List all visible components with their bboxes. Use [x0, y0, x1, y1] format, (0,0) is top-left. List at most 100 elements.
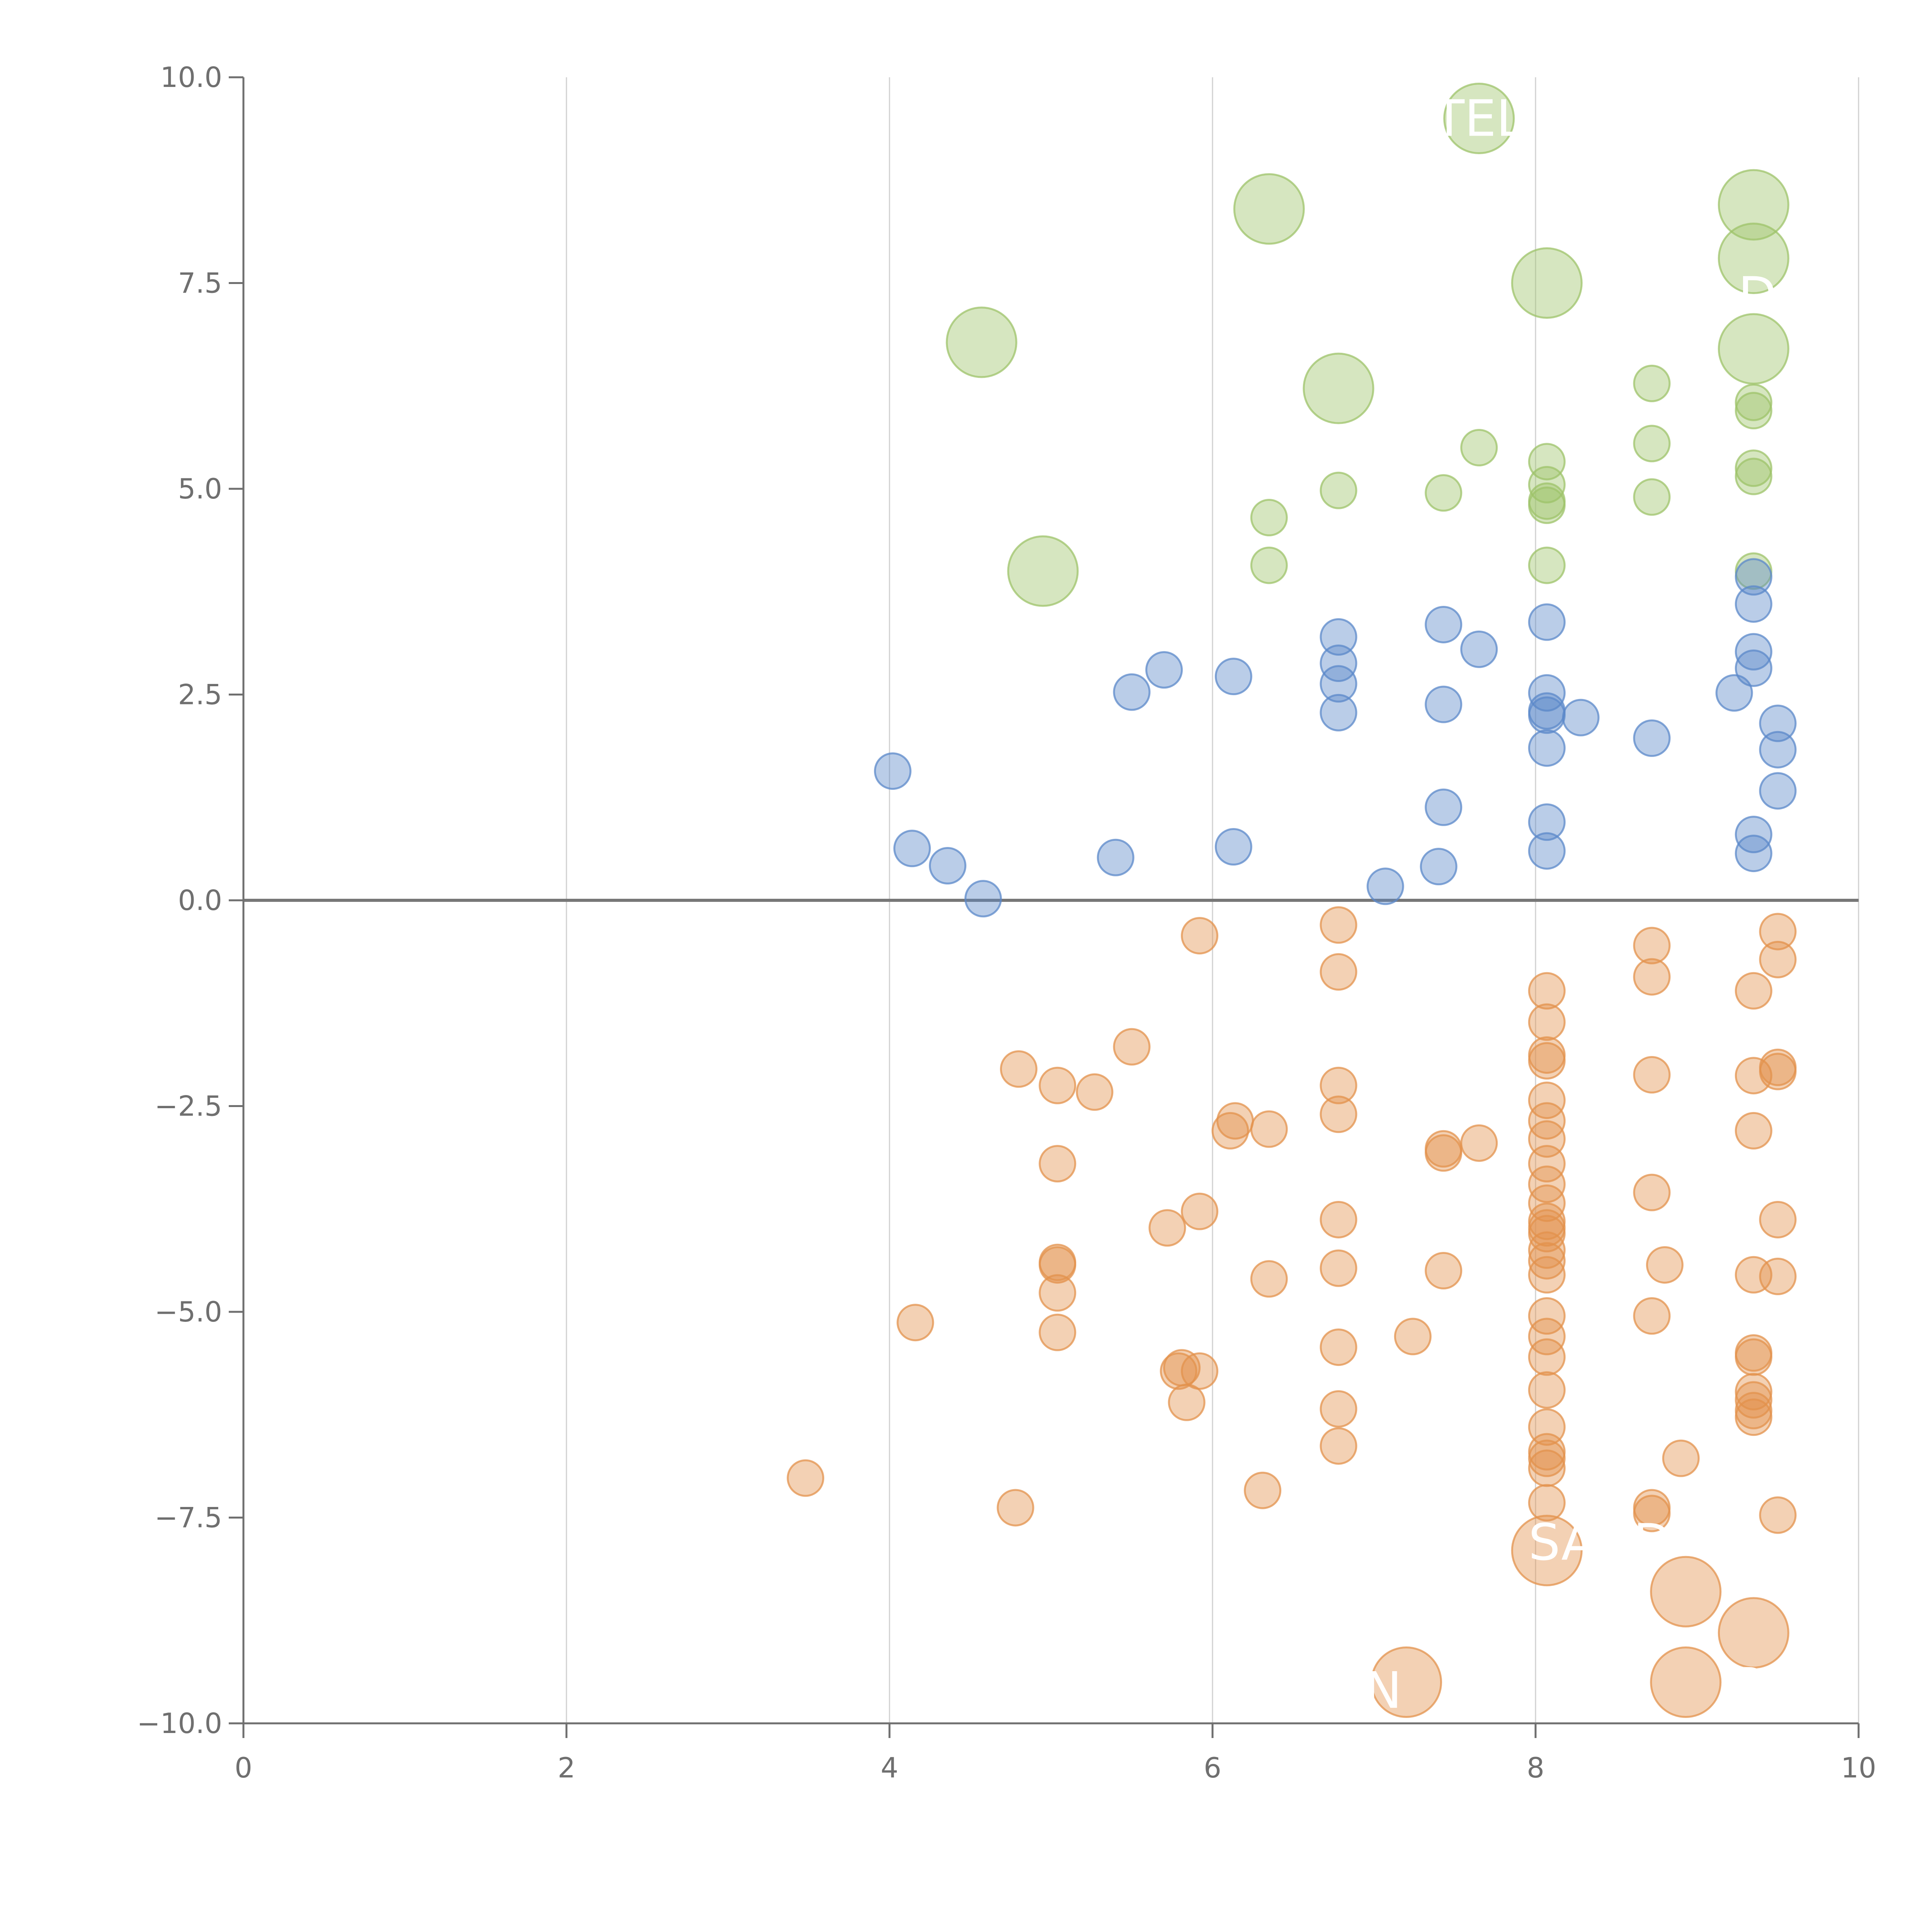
- orange-point: [1528, 1003, 1566, 1041]
- x-tick-label: 0: [235, 1752, 252, 1784]
- orange-point: [1320, 1066, 1357, 1104]
- orange-point: [1181, 917, 1219, 955]
- orange-point: [1460, 1124, 1498, 1162]
- green-point: [1528, 486, 1566, 524]
- x-tick-label: 10: [1841, 1752, 1876, 1784]
- orange-point: [1320, 1201, 1357, 1238]
- green-point: [1303, 352, 1374, 424]
- blue-point: [1528, 832, 1566, 870]
- blue-point: [1735, 835, 1772, 872]
- x-tick-label: 6: [1204, 1752, 1221, 1784]
- orange-point: [1425, 1134, 1463, 1172]
- y-tick-label: 2.5: [178, 679, 222, 711]
- orange-point: [1735, 1338, 1772, 1376]
- orange-point: [1148, 1209, 1186, 1247]
- blue-point: [1214, 658, 1252, 696]
- y-tick-label: 0.0: [178, 884, 222, 917]
- green-point: [1443, 83, 1515, 154]
- green-point: [1007, 535, 1079, 607]
- green-point: [1528, 443, 1566, 481]
- orange-point: [1320, 953, 1357, 991]
- orange-point: [1371, 1646, 1442, 1718]
- blue-point: [1320, 618, 1357, 656]
- orange-point: [896, 1304, 934, 1342]
- green-point: [1735, 457, 1772, 495]
- blue-point: [1420, 848, 1458, 886]
- orange-point: [1735, 972, 1772, 1010]
- orange-point: [1735, 1112, 1772, 1150]
- orange-point: [1039, 1145, 1077, 1183]
- orange-point: [1528, 1242, 1566, 1280]
- green-point: [1718, 169, 1789, 241]
- orange-point: [1633, 958, 1671, 996]
- blue-point: [1425, 788, 1463, 826]
- orange-point: [1181, 1352, 1219, 1390]
- blue-point: [874, 752, 912, 790]
- y-tick-label: 5.0: [178, 473, 222, 505]
- orange-point: [1633, 1297, 1671, 1335]
- orange-point: [1528, 1165, 1566, 1203]
- green-point: [1528, 546, 1566, 584]
- y-tick-label: −2.5: [155, 1090, 222, 1122]
- orange-point: [787, 1459, 825, 1497]
- green-point: [1735, 383, 1772, 421]
- orange-point: [1735, 1057, 1772, 1095]
- orange-point: [1759, 913, 1797, 951]
- orange-point: [1113, 1028, 1151, 1066]
- blue-point: [1145, 651, 1183, 689]
- orange-point: [1735, 1373, 1772, 1411]
- orange-point: [1528, 1318, 1566, 1355]
- green-point: [1735, 392, 1772, 430]
- orange-point: [1528, 1449, 1566, 1487]
- blue-point: [1113, 673, 1151, 711]
- orange-point: [1759, 1257, 1797, 1295]
- orange-point: [1250, 1260, 1288, 1298]
- orange-point: [1320, 1249, 1357, 1287]
- orange-point: [1528, 1338, 1566, 1376]
- x-tick-label: 8: [1527, 1752, 1544, 1784]
- green-point: [1511, 247, 1583, 319]
- blue-point: [1460, 630, 1498, 668]
- orange-point: [1528, 1484, 1566, 1522]
- green-point: [1633, 478, 1671, 516]
- orange-point: [1528, 1297, 1566, 1335]
- orange-point: [1320, 1390, 1357, 1428]
- blue-point: [1735, 585, 1772, 623]
- orange-point: [1425, 1252, 1463, 1289]
- green-point: [1735, 449, 1772, 487]
- orange-point: [1000, 1050, 1037, 1088]
- green-point: [1425, 474, 1463, 512]
- orange-point: [1633, 1173, 1671, 1211]
- green-point: [1528, 466, 1566, 503]
- orange-point: [1320, 1095, 1357, 1133]
- green-point: [1233, 173, 1305, 245]
- orange-point: [1718, 1597, 1789, 1669]
- point-label: B: [1731, 1657, 1766, 1716]
- orange-point: [1633, 1495, 1671, 1532]
- orange-point: [1528, 1145, 1566, 1183]
- blue-point: [1366, 867, 1404, 905]
- point-annotations: TEL DOV SAND AN B: [1330, 89, 1850, 1720]
- x-tick-label: 2: [558, 1752, 575, 1784]
- orange-point: [1511, 1515, 1583, 1587]
- blue-point: [1320, 645, 1357, 682]
- point-label: AN: [1330, 1661, 1402, 1720]
- orange-point: [1633, 1056, 1671, 1094]
- orange-point: [1528, 1042, 1566, 1080]
- point-label: SAND: [1529, 1513, 1672, 1571]
- blue-point: [929, 847, 966, 885]
- blue-point: [1735, 816, 1772, 854]
- blue-point: [1735, 558, 1772, 596]
- blue-point: [1633, 719, 1671, 757]
- y-tick-label: −10.0: [137, 1707, 222, 1740]
- blue-point: [1528, 603, 1566, 641]
- blue-point: [1425, 605, 1463, 643]
- point-label: DOV: [1738, 266, 1850, 325]
- blue-point: [1320, 665, 1357, 703]
- orange-point: [1181, 1192, 1219, 1230]
- orange-point: [1320, 1328, 1357, 1366]
- orange-point: [1168, 1383, 1206, 1421]
- orange-point: [1759, 1201, 1797, 1238]
